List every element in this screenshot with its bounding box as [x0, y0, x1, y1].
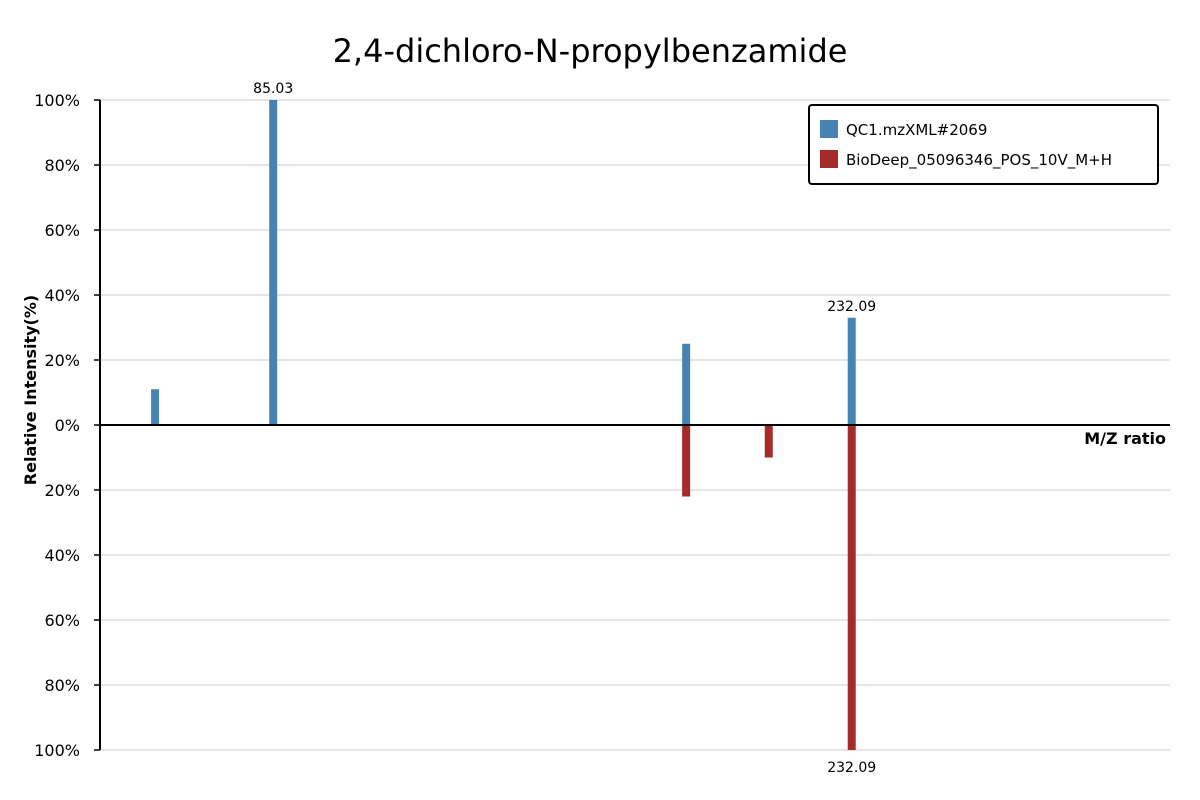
peak-mz-label: 232.09 — [827, 299, 876, 315]
legend-swatch-qc1 — [820, 120, 838, 138]
x-axis-label: M/Z ratio — [1084, 429, 1166, 448]
y-tick-label: 20% — [44, 351, 80, 370]
y-tick-label: 20% — [44, 481, 80, 500]
reference-peak-bar — [847, 425, 856, 750]
peak-mz-label: 85.03 — [253, 81, 293, 97]
query-peak-bar — [151, 389, 160, 425]
axes — [99, 100, 1170, 750]
y-tick-label: 60% — [44, 611, 80, 630]
query-peak-bar — [847, 317, 856, 425]
y-tick-label: 60% — [44, 221, 80, 240]
query-peak-bar — [682, 343, 691, 425]
y-tick-label: 100% — [34, 741, 80, 760]
y-tick-labels: 100% 80% 60% 40% 20% 0% 20% 40% 60% 80% 100% — [34, 91, 100, 760]
y-tick-label: 80% — [44, 676, 80, 695]
chart-title: 2,4-dichloro-N-propylbenzamide — [333, 32, 848, 70]
peak-labels: 85.03 232.09 232.09 — [253, 81, 876, 776]
grid-layer — [100, 99, 1170, 751]
legend-label-biodeep: BioDeep_05096346_POS_10V_M+H — [846, 151, 1112, 170]
y-tick-label: 40% — [44, 286, 80, 305]
y-tick-label: 80% — [44, 156, 80, 175]
peak-bars — [151, 100, 856, 750]
legend-swatch-biodeep — [820, 150, 838, 168]
y-tick-label: 100% — [34, 91, 80, 110]
y-tick-label: 40% — [44, 546, 80, 565]
reference-peak-bar — [764, 425, 773, 458]
legend: QC1.mzXML#2069 BioDeep_05096346_POS_10V_… — [808, 104, 1159, 185]
peak-mz-label: 232.09 — [827, 760, 876, 776]
reference-peak-bar — [682, 425, 691, 497]
legend-label-qc1: QC1.mzXML#2069 — [846, 121, 987, 139]
y-axis-label: Relative Intensity(%) — [21, 295, 40, 485]
legend-box — [808, 104, 1159, 185]
y-tick-label: 0% — [55, 416, 80, 435]
query-peak-bar — [269, 100, 278, 425]
